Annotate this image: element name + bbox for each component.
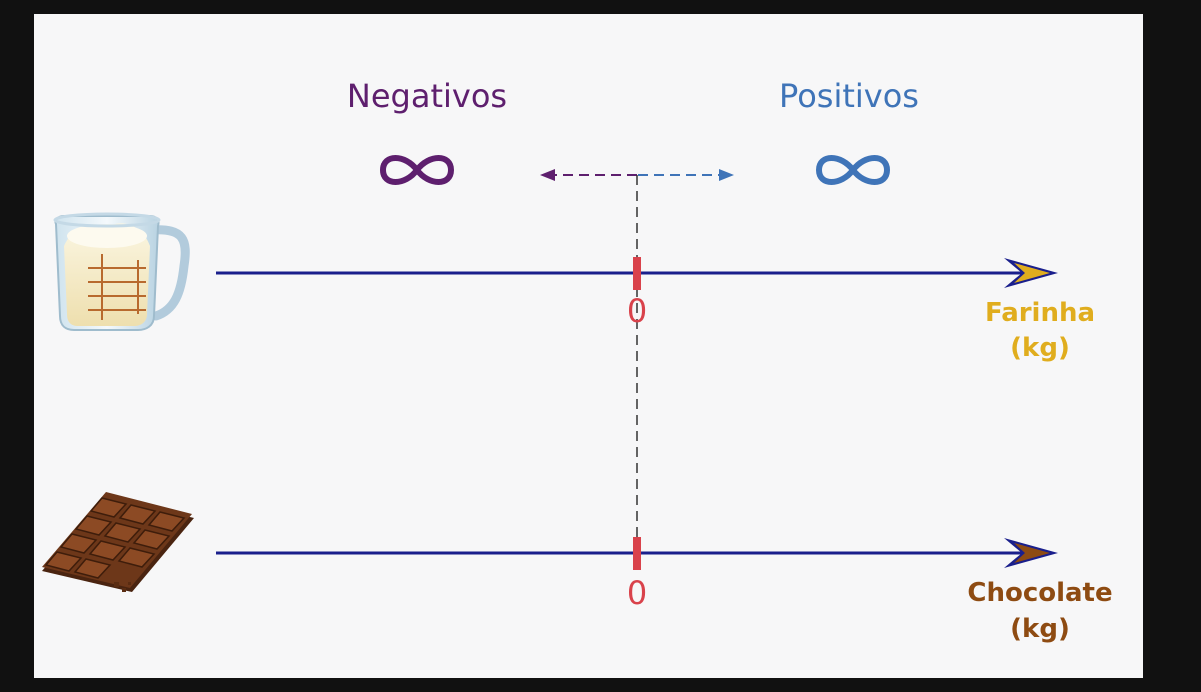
chocolate-axis-title: Chocolate [967, 578, 1112, 608]
chocolate-zero-label: 0 [627, 574, 647, 612]
negative-infinity-icon [380, 155, 454, 185]
flour-measuring-cup-icon [53, 212, 190, 331]
chocolate-bar-icon [42, 492, 194, 592]
chocolate-zero-tick [633, 537, 641, 570]
farinha-axis-title: Farinha [985, 298, 1095, 328]
slide-canvas: Negativos Positivos 0 Farinha (kg) [34, 14, 1143, 678]
farinha-axis-unit: (kg) [1010, 333, 1070, 363]
chocolate-axis-unit: (kg) [1010, 614, 1070, 644]
negatives-label: Negativos [347, 77, 507, 115]
chocolate-axis: 0 Chocolate (kg) [216, 537, 1113, 644]
positives-label: Positivos [779, 77, 919, 115]
positive-infinity-icon [816, 155, 890, 185]
negative-direction-arrow [540, 169, 637, 181]
positive-direction-arrow [638, 169, 734, 181]
farinha-zero-label: 0 [627, 292, 647, 330]
farinha-axis: 0 Farinha (kg) [216, 257, 1095, 363]
farinha-zero-tick [633, 257, 641, 290]
number-line-diagram: Negativos Positivos 0 Farinha (kg) [42, 77, 1113, 644]
